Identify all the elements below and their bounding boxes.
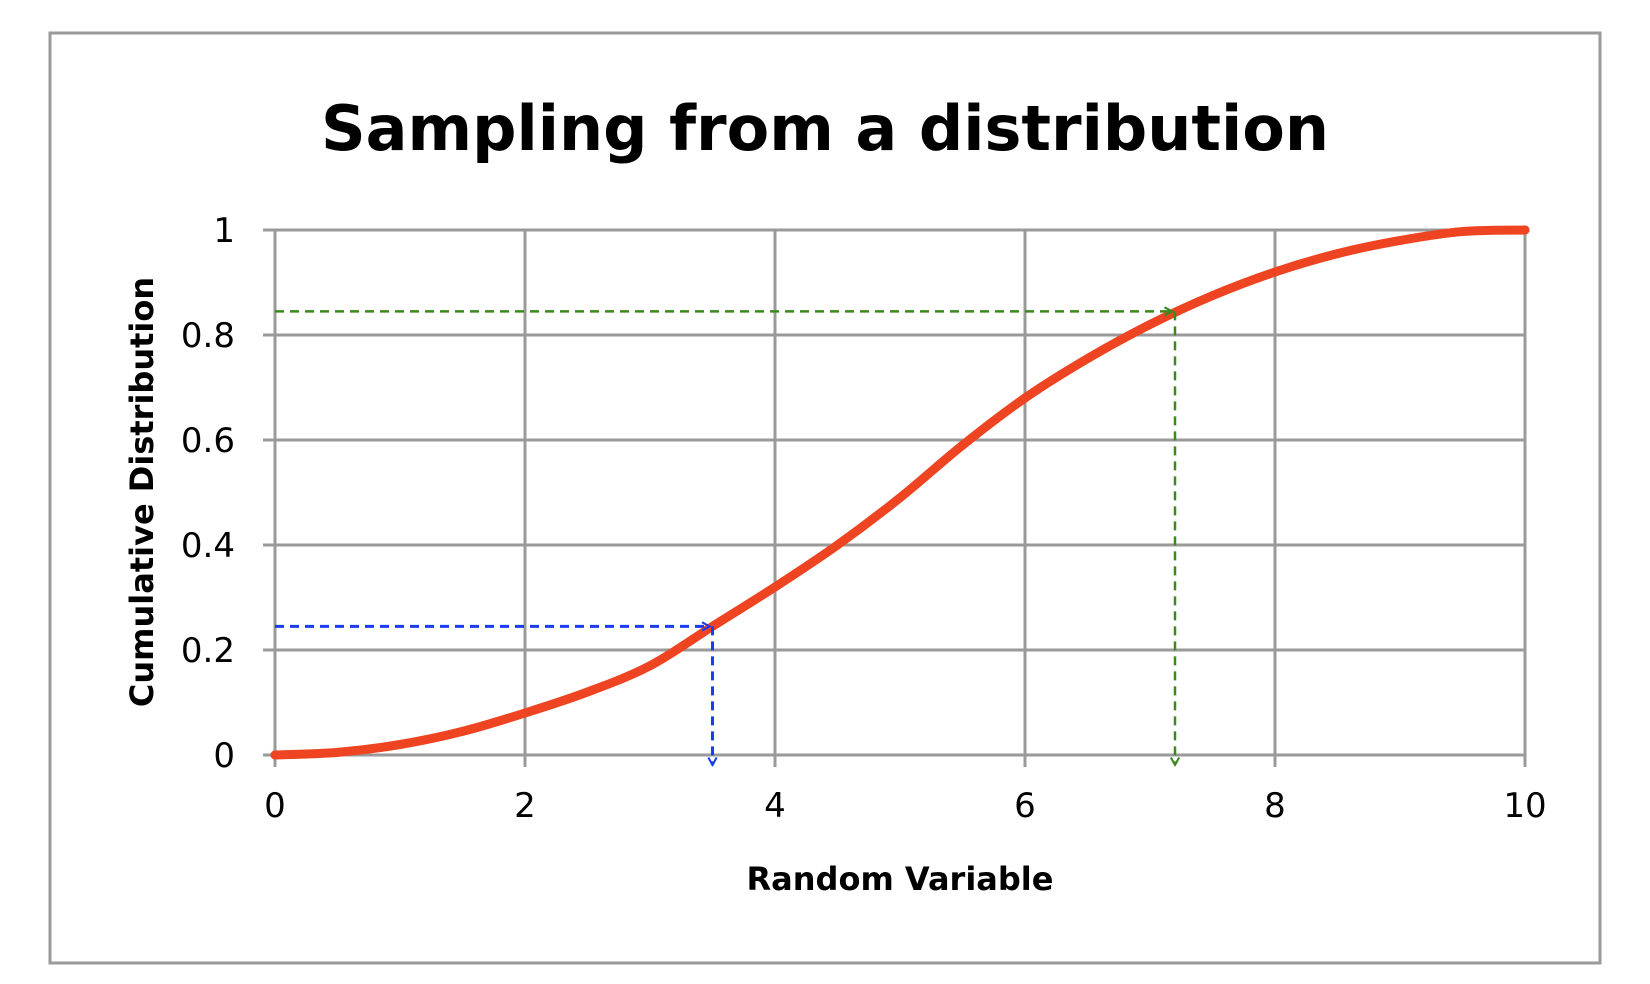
data-point <box>1208 291 1217 301</box>
data-point <box>770 582 780 592</box>
data-point <box>1333 249 1342 259</box>
y-tick-label: 0.2 <box>181 631 235 671</box>
data-point <box>1083 354 1092 364</box>
y-tick-label: 1 <box>213 211 235 251</box>
grid-lines <box>263 228 1527 767</box>
x-tick-label: 8 <box>1264 786 1286 826</box>
y-tick-label: 0.6 <box>181 421 235 461</box>
data-point <box>333 747 342 757</box>
x-tick-label: 6 <box>1014 786 1036 826</box>
data-point <box>395 740 405 749</box>
x-tick-label: 0 <box>264 786 286 826</box>
data-point <box>1520 225 1530 235</box>
data-point <box>1145 320 1155 329</box>
x-tick-label: 4 <box>764 786 786 826</box>
data-point <box>958 440 967 450</box>
x-axis-title: Random Variable <box>747 860 1054 898</box>
data-point <box>458 726 467 736</box>
y-tick-label: 0.4 <box>181 526 235 566</box>
data-point <box>270 750 280 760</box>
x-tick-label: 10 <box>1503 786 1546 826</box>
y-tick-label: 0.8 <box>181 316 235 356</box>
series-layer <box>270 225 1530 760</box>
data-point <box>1020 393 1030 403</box>
y-axis-title: Cumulative Distribution <box>123 277 161 707</box>
x-tick-label: 2 <box>514 786 536 826</box>
data-point <box>1458 227 1467 237</box>
chart-title: Sampling from a distribution <box>321 92 1329 165</box>
tick-labels: 0 2 4 6 8 10 0 0.2 0.4 0.6 0.8 1 <box>181 211 1547 826</box>
annotation-layer <box>275 311 1175 765</box>
data-point <box>583 687 592 697</box>
data-point <box>1395 236 1405 245</box>
chart-border <box>48 31 1602 965</box>
y-tick-label: 0 <box>213 736 235 776</box>
data-point <box>645 661 655 671</box>
data-point <box>833 540 842 550</box>
data-point <box>895 493 905 503</box>
data-point <box>520 708 530 718</box>
data-point <box>1270 267 1280 277</box>
